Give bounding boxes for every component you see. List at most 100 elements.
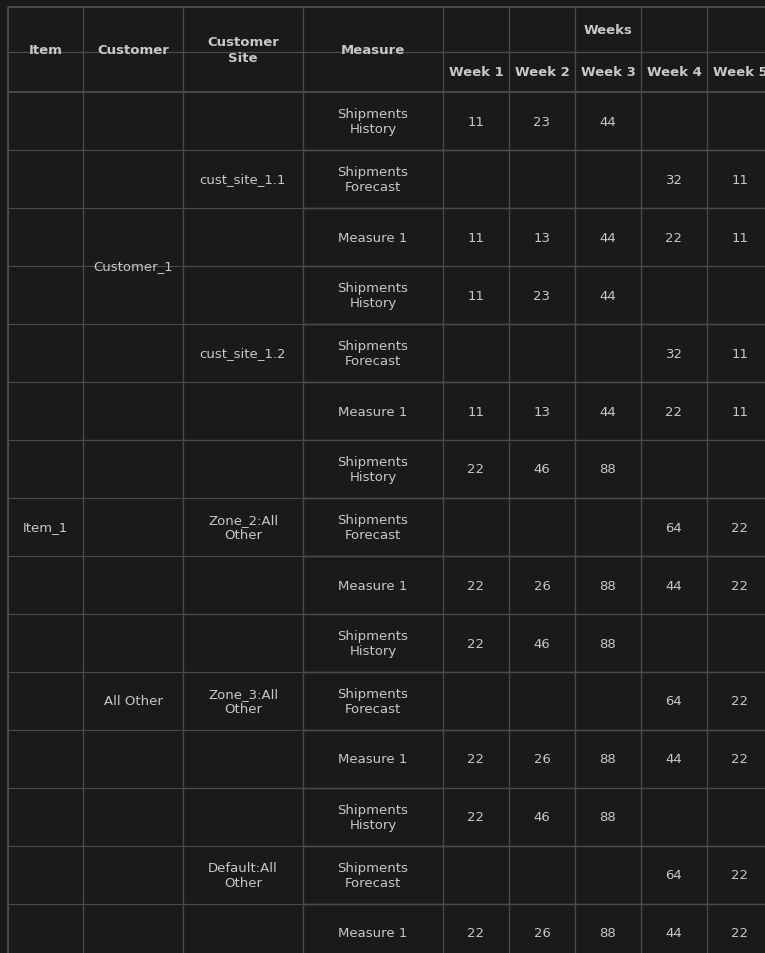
Bar <box>575 498 641 557</box>
Text: 44: 44 <box>600 405 617 418</box>
Text: 23: 23 <box>533 289 551 302</box>
Bar <box>707 440 765 498</box>
Text: 11: 11 <box>467 115 484 129</box>
Bar <box>8 151 83 209</box>
Bar <box>641 498 707 557</box>
Bar <box>707 53 765 92</box>
Text: Measure 1: Measure 1 <box>338 232 408 244</box>
Bar <box>8 904 83 953</box>
Bar <box>707 151 765 209</box>
Bar <box>83 615 183 672</box>
Text: Measure 1: Measure 1 <box>338 926 408 940</box>
Bar <box>83 904 183 953</box>
Bar <box>575 382 641 440</box>
Bar <box>183 209 303 267</box>
Bar <box>641 209 707 267</box>
Text: 46: 46 <box>534 811 550 823</box>
Text: Shipments
History: Shipments History <box>337 456 409 483</box>
Text: 44: 44 <box>600 115 617 129</box>
Bar <box>303 672 443 730</box>
Bar <box>183 267 303 325</box>
Text: Measure 1: Measure 1 <box>338 753 408 765</box>
Bar <box>83 498 183 557</box>
Text: 22: 22 <box>731 521 748 534</box>
Bar <box>83 382 183 440</box>
Bar <box>183 440 303 498</box>
Text: 44: 44 <box>666 753 682 765</box>
Bar <box>443 846 509 904</box>
Bar <box>575 325 641 382</box>
Bar <box>183 788 303 846</box>
Bar <box>707 209 765 267</box>
Text: Week 1: Week 1 <box>448 67 503 79</box>
Bar <box>575 557 641 615</box>
Text: 23: 23 <box>533 115 551 129</box>
Bar <box>509 440 575 498</box>
Bar <box>641 846 707 904</box>
Bar <box>8 440 83 498</box>
Text: 22: 22 <box>467 637 484 650</box>
Bar <box>509 267 575 325</box>
Text: Zone_3:All
Other: Zone_3:All Other <box>208 687 278 716</box>
Text: 88: 88 <box>600 753 617 765</box>
Text: 64: 64 <box>666 521 682 534</box>
Bar <box>83 557 183 615</box>
Text: 26: 26 <box>533 753 551 765</box>
Text: Shipments
Forecast: Shipments Forecast <box>337 339 409 368</box>
Bar <box>641 730 707 788</box>
Text: Shipments
Forecast: Shipments Forecast <box>337 862 409 889</box>
Bar <box>83 209 183 267</box>
Bar <box>443 730 509 788</box>
Bar <box>83 788 183 846</box>
Text: Shipments
Forecast: Shipments Forecast <box>337 514 409 541</box>
Bar <box>641 267 707 325</box>
Bar <box>443 325 509 382</box>
Bar <box>509 498 575 557</box>
Bar <box>575 440 641 498</box>
Bar <box>303 557 443 615</box>
Bar <box>575 209 641 267</box>
Text: 44: 44 <box>666 578 682 592</box>
Bar <box>641 53 707 92</box>
Bar <box>707 730 765 788</box>
Bar <box>443 267 509 325</box>
Bar <box>509 325 575 382</box>
Bar <box>83 92 183 151</box>
Bar <box>575 53 641 92</box>
Bar <box>183 672 303 730</box>
Bar <box>707 615 765 672</box>
Text: 22: 22 <box>467 926 484 940</box>
Bar <box>443 672 509 730</box>
Bar <box>575 615 641 672</box>
Bar <box>303 209 443 267</box>
Bar <box>641 672 707 730</box>
Text: Weeks: Weeks <box>584 24 633 37</box>
Text: Item_1: Item_1 <box>23 521 68 534</box>
Text: 11: 11 <box>467 405 484 418</box>
Text: Default:All
Other: Default:All Other <box>208 862 278 889</box>
Bar <box>509 209 575 267</box>
Bar <box>641 440 707 498</box>
Text: 32: 32 <box>666 347 682 360</box>
Bar <box>83 730 183 788</box>
Bar <box>509 53 575 92</box>
Bar <box>443 209 509 267</box>
Bar <box>183 557 303 615</box>
Bar <box>641 325 707 382</box>
Text: 46: 46 <box>534 463 550 476</box>
Bar <box>707 267 765 325</box>
Text: Item: Item <box>28 44 63 57</box>
Bar <box>575 788 641 846</box>
Text: 22: 22 <box>467 811 484 823</box>
Bar <box>509 615 575 672</box>
Text: 11: 11 <box>731 405 748 418</box>
Text: All Other: All Other <box>103 695 162 708</box>
Bar <box>83 151 183 209</box>
Bar <box>183 846 303 904</box>
Bar <box>183 151 303 209</box>
Text: cust_site_1.1: cust_site_1.1 <box>200 173 286 186</box>
Bar <box>641 788 707 846</box>
Bar <box>509 672 575 730</box>
Bar <box>641 904 707 953</box>
Bar <box>8 325 83 382</box>
